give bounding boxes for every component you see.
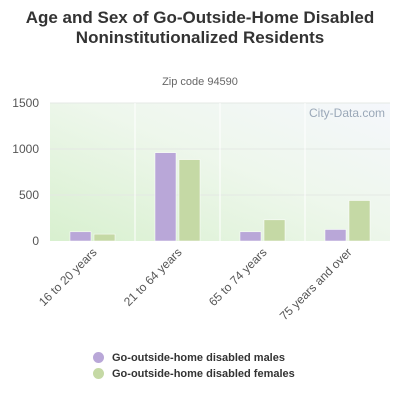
legend-item-males: Go-outside-home disabled males: [93, 350, 295, 365]
bar-males[interactable]: [69, 231, 92, 242]
legend-swatch-males: [93, 352, 104, 363]
bar-males[interactable]: [324, 229, 347, 242]
bar-males[interactable]: [154, 152, 177, 242]
y-tick-label: 500: [19, 188, 39, 202]
x-tick-label: 65 to 74 years: [206, 245, 270, 309]
watermark: City-Data.com: [309, 106, 385, 120]
legend-swatch-females: [93, 368, 104, 379]
bar-females[interactable]: [178, 159, 201, 242]
y-tick-label: 1500: [12, 96, 39, 110]
legend-label-males: Go-outside-home disabled males: [112, 351, 285, 364]
legend-item-females: Go-outside-home disabled females: [93, 366, 295, 381]
x-tick-label: 16 to 20 years: [36, 245, 100, 309]
legend-label-females: Go-outside-home disabled females: [112, 367, 295, 380]
bar-females[interactable]: [263, 219, 286, 242]
bar-males[interactable]: [239, 231, 262, 242]
y-tick-label: 0: [32, 234, 39, 248]
chart-title: Age and Sex of Go-Outside-Home Disabled …: [25, 8, 375, 47]
legend: Go-outside-home disabled males Go-outsid…: [93, 350, 295, 382]
bar-females[interactable]: [348, 200, 371, 242]
x-tick-label: 75 years and over: [277, 245, 355, 323]
x-tick-label: 21 to 64 years: [121, 245, 185, 309]
chart-subtitle: Zip code 94590: [162, 76, 238, 88]
y-tick-label: 1000: [12, 142, 39, 156]
bar-females[interactable]: [93, 233, 116, 242]
